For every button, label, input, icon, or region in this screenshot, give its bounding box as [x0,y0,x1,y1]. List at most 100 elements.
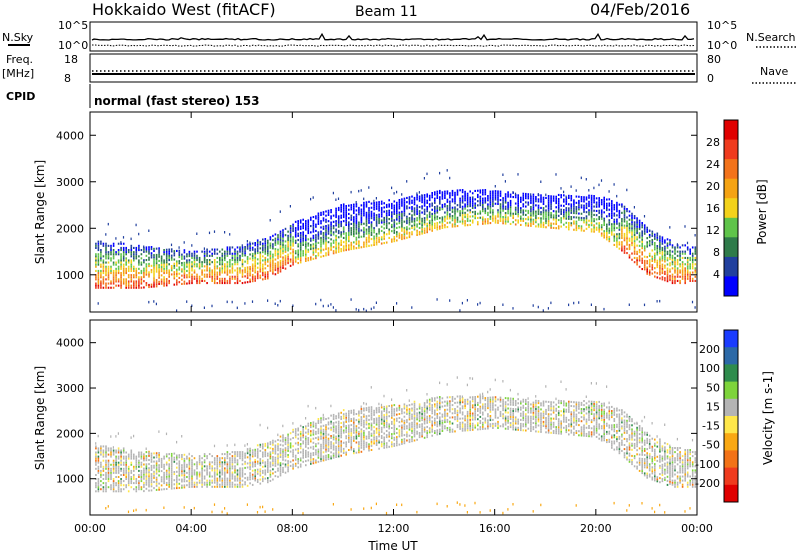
echo-cell [112,463,115,466]
echo-cell [145,254,148,257]
echo-cell [289,225,292,228]
echo-cell [320,443,322,446]
echo-cell [370,238,373,241]
echo-cell [100,453,102,456]
echo-cell [274,458,277,461]
echo-cell [636,250,638,253]
echo-cell [221,485,224,488]
echo-cell [279,259,282,262]
echo-cell [365,222,368,225]
echo-cell [679,275,681,278]
echo-cell [262,251,264,254]
echo-cell [421,205,423,208]
echo-cell [408,233,411,236]
echo-cell [259,257,262,260]
echo-cell [310,258,312,261]
echo-cell [451,194,454,197]
echo-cell [360,229,363,232]
echo-cell [471,192,474,195]
echo-cell [269,252,272,255]
echo-cell [120,246,122,249]
echo-cell [363,307,365,311]
echo-cell [426,195,428,198]
echo-cell [676,267,679,270]
echo-cell [117,242,120,245]
echo-cell [378,238,380,241]
echo-cell [530,197,532,200]
echo-cell [595,197,598,200]
echo-cell [259,268,262,271]
echo-cell [299,248,302,251]
echo-cell [365,230,368,233]
echo-cell [211,279,213,282]
echo-cell [312,437,315,440]
echo-cell [256,249,259,252]
echo-cell [370,307,372,311]
echo-cell [378,209,380,212]
echo-cell [168,453,170,456]
echo-cell [342,447,345,450]
echo-cell [325,430,327,433]
echo-cell [342,409,345,412]
echo-cell [375,203,378,206]
echo-cell [646,266,648,269]
echo-cell [342,452,345,454]
echo-cell [391,205,393,208]
echo-cell [335,241,337,244]
echo-cell [110,244,112,247]
echo-cell [454,216,456,219]
echo-cell [648,259,651,262]
echo-cell [588,196,590,199]
echo-cell [279,241,282,244]
echo-cell [416,198,418,201]
echo-cell [600,211,603,214]
echo-cell [191,252,193,255]
echo-cell [127,259,130,262]
echo-cell [330,420,332,423]
echo-cell [340,454,342,457]
echo-cell [636,263,638,266]
echo-cell [621,245,623,248]
echo-cell [107,267,110,270]
echo-cell [206,248,208,251]
echo-cell [628,248,631,251]
echo-cell [203,279,206,282]
echo-cell [269,242,272,245]
echo-cell [641,247,643,250]
echo-cell [327,447,330,450]
echo-cell [163,467,165,470]
echo-cell [95,453,97,456]
echo-cell [337,430,340,433]
echo-cell [241,455,244,458]
echo-cell [332,444,335,447]
echo-cell [198,457,201,460]
echo-cell [277,238,279,241]
echo-cell [287,462,289,465]
echo-cell [555,216,557,219]
echo-cell [213,277,216,280]
echo-cell [575,224,578,227]
echo-cell [555,195,557,198]
echo-cell [327,421,330,424]
echo-cell [198,259,201,262]
echo-cell [378,205,380,208]
echo-cell [160,484,163,487]
echo-cell [669,256,671,259]
echo-cell [322,211,325,214]
echo-cell [155,478,158,481]
echo-cell [206,485,208,488]
echo-cell [689,271,691,274]
echo-cell [664,252,666,255]
echo-cell [297,427,299,430]
echo-cell [302,448,304,451]
echo-cell [320,226,322,229]
echo-cell [100,242,102,245]
echo-cell [565,202,568,205]
echo-cell [246,450,249,453]
echo-cell [380,229,383,232]
echo-cell [251,280,254,283]
echo-cell [393,236,396,239]
echo-cell [241,459,244,462]
echo-cell [492,211,494,214]
echo-cell [436,224,439,227]
